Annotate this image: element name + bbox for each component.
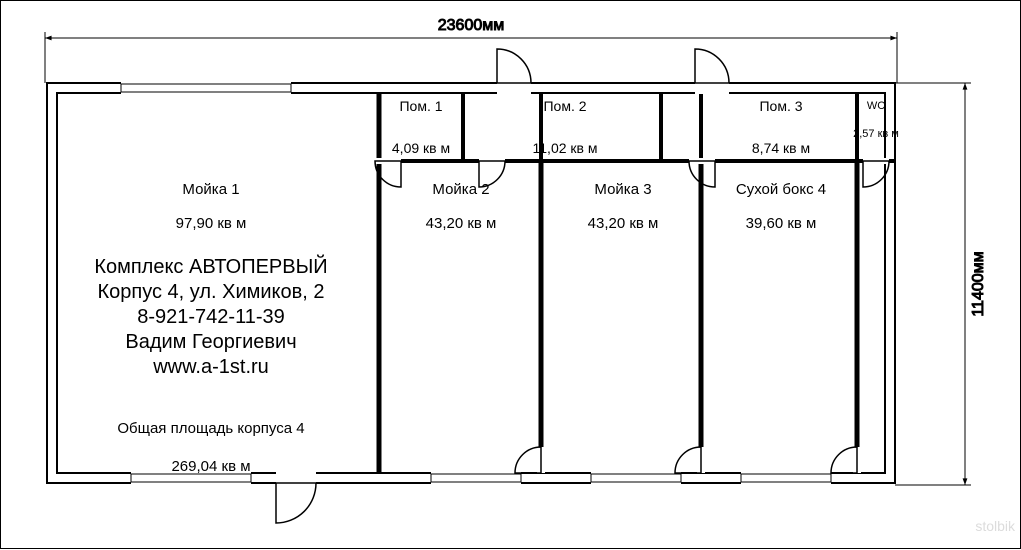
info-line-3: Вадим Георгиевич: [125, 331, 296, 353]
total-label: Общая площадь корпуса 4: [117, 420, 304, 437]
room-area: 97,90 кв м: [176, 215, 247, 232]
door-swings: [276, 49, 889, 523]
room-title: Сухой бокс 4: [736, 181, 826, 198]
floor-plan-svg: 23600мм 11400мм Мойка 1 97,90 кв м Мойка 2 4…: [1, 1, 1021, 550]
room-title: Мойка 2: [432, 181, 489, 198]
door-swing-top: [497, 49, 531, 83]
door-swing-top: [695, 49, 729, 83]
text-labels: Мойка 1 97,90 кв м Мойка 2 43,20 кв м Мойка …: [94, 98, 899, 475]
room-area: 43,20 кв м: [588, 215, 659, 232]
room-title: Пом. 1: [399, 98, 442, 114]
floor-plan-page: 23600мм 11400мм Мойка 1 97,90 кв м Мойка 2 4…: [0, 0, 1021, 549]
room-area: 8,74 кв м: [752, 140, 810, 156]
info-line-2: 8-921-742-11-39: [137, 306, 285, 328]
info-line-1: Корпус 4, ул. Химиков, 2: [97, 281, 324, 303]
info-line-4: www.a-1st.ru: [152, 356, 269, 378]
room-title: Пом. 2: [543, 98, 586, 114]
room-area: 11,02 кв м: [533, 140, 598, 156]
watermark: stolbik: [975, 518, 1016, 534]
room-area: 4,09 кв м: [392, 140, 450, 156]
room-area: 43,20 кв м: [426, 215, 497, 232]
door-swing-bottom: [276, 483, 316, 523]
room-title: Мойка 3: [594, 181, 651, 198]
room-title: Пом. 3: [759, 98, 802, 114]
room-title: Мойка 1: [182, 181, 239, 198]
total-value: 269,04 кв м: [171, 458, 250, 475]
dim-top-label: 23600мм: [438, 17, 505, 34]
room-title: WC: [867, 100, 885, 112]
info-line-0: Комплекс АВТОПЕРВЫЙ: [94, 254, 327, 278]
room-area: 2,57 кв м: [853, 128, 899, 140]
room-area: 39,60 кв м: [746, 215, 817, 232]
dim-right-label: 11400мм: [970, 251, 987, 316]
